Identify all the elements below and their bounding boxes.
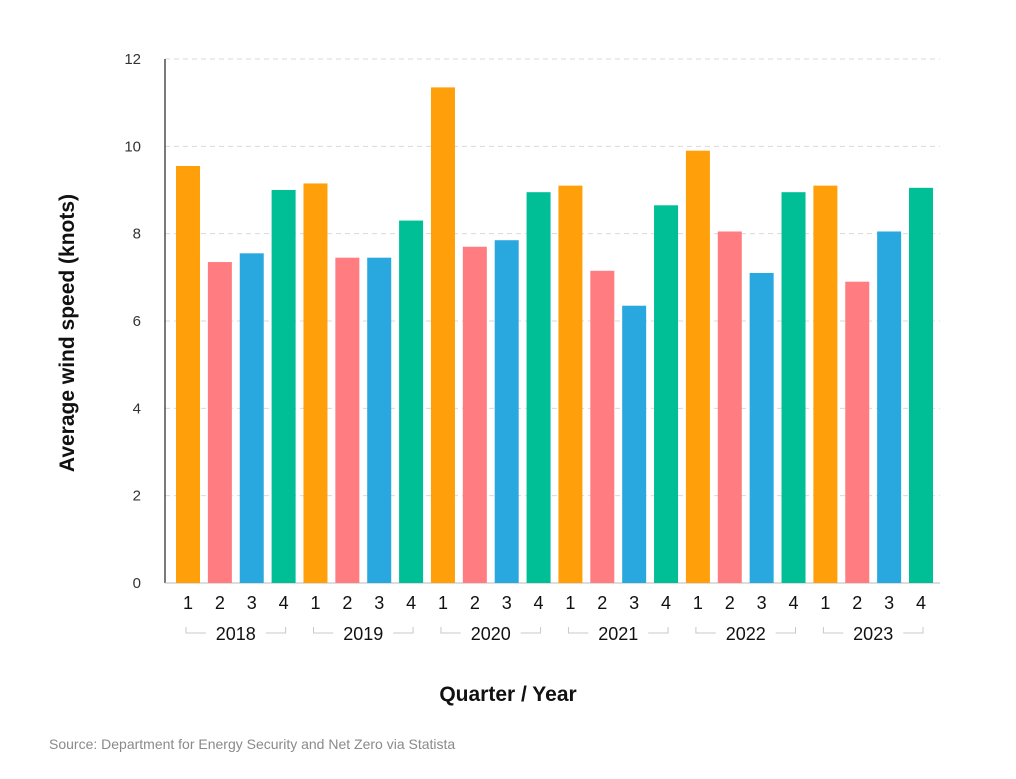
x-tick-label: 2 [215, 593, 225, 613]
x-tick-label: 3 [757, 593, 767, 613]
x-tick-label: 2 [852, 593, 862, 613]
bar [335, 257, 360, 583]
year-label: 2020 [471, 624, 511, 644]
year-label: 2018 [216, 624, 256, 644]
y-tick-label: 2 [133, 488, 141, 505]
year-bracket-left [440, 627, 461, 634]
x-tick-label: 4 [916, 593, 926, 613]
year-bracket-right [393, 627, 414, 634]
x-tick-label: 1 [438, 593, 448, 613]
x-tick-label: 2 [342, 593, 352, 613]
bar [877, 231, 902, 583]
x-tick-label: 4 [534, 593, 544, 613]
year-label: 2022 [726, 624, 766, 644]
source-note: Source: Department for Energy Security a… [49, 736, 456, 752]
x-tick-label: 3 [502, 593, 512, 613]
x-tick-label: 2 [725, 593, 735, 613]
y-tick-label: 10 [124, 138, 141, 155]
year-bracket-left [695, 627, 716, 634]
year-label: 2019 [343, 624, 383, 644]
x-tick-label: 1 [183, 593, 193, 613]
bar [494, 240, 519, 583]
bar [430, 87, 455, 583]
year-bracket-left [312, 627, 334, 634]
bar [303, 183, 328, 583]
x-tick-label: 4 [789, 593, 799, 613]
x-tick-label: 3 [884, 593, 894, 613]
year-label: 2021 [598, 624, 638, 644]
x-tick-label: 3 [629, 593, 639, 613]
year-bracket-right [775, 627, 797, 634]
x-tick-label: 4 [279, 593, 289, 613]
bar [781, 192, 806, 583]
y-tick-label: 12 [124, 51, 141, 68]
x-tick-label: 1 [565, 593, 575, 613]
bar [271, 190, 296, 583]
bar [749, 272, 774, 583]
bar [813, 185, 838, 583]
year-bracket-right [648, 627, 669, 634]
y-tick-label: 0 [133, 575, 141, 592]
bar [399, 220, 424, 584]
bar [176, 165, 200, 583]
bar [909, 187, 933, 584]
x-tick-label: 4 [661, 593, 671, 613]
bar [207, 262, 232, 583]
bar [526, 192, 551, 583]
bar [558, 185, 583, 583]
x-tick-label: 2 [470, 593, 480, 613]
year-bracket-right [265, 627, 287, 634]
bars [176, 87, 933, 584]
year-bracket-left [822, 627, 844, 634]
x-tick-label: 3 [247, 593, 257, 613]
x-tick-label: 1 [820, 593, 830, 613]
y-tick-label: 6 [133, 313, 141, 330]
year-label: 2023 [853, 624, 893, 644]
bar [685, 150, 710, 583]
bar [367, 257, 392, 583]
bar [622, 305, 647, 583]
year-bracket-left [185, 627, 206, 634]
x-axis-labels: 1 2 3 4 2018 1 2 3 4 2019 1 2 3 4 2020 1 2 3 4 2021 1 2 3 4 2022… [183, 593, 926, 644]
x-tick-label: 1 [310, 593, 320, 613]
bar [717, 231, 742, 583]
x-tick-label: 1 [693, 593, 703, 613]
y-axis-title: Average wind speed (knots) [56, 194, 79, 472]
y-tick-label: 8 [133, 226, 141, 243]
year-bracket-right [903, 627, 924, 634]
year-bracket-right [520, 627, 542, 634]
bar [590, 270, 615, 583]
y-tick-label: 4 [133, 400, 141, 417]
x-tick-label: 4 [406, 593, 416, 613]
x-tick-label: 3 [374, 593, 384, 613]
x-tick-label: 2 [597, 593, 607, 613]
x-axis-title: Quarter / Year [439, 683, 576, 706]
bar [239, 253, 264, 584]
bar [462, 246, 487, 583]
year-bracket-left [567, 627, 589, 634]
bar [654, 205, 679, 584]
bar [845, 281, 870, 583]
